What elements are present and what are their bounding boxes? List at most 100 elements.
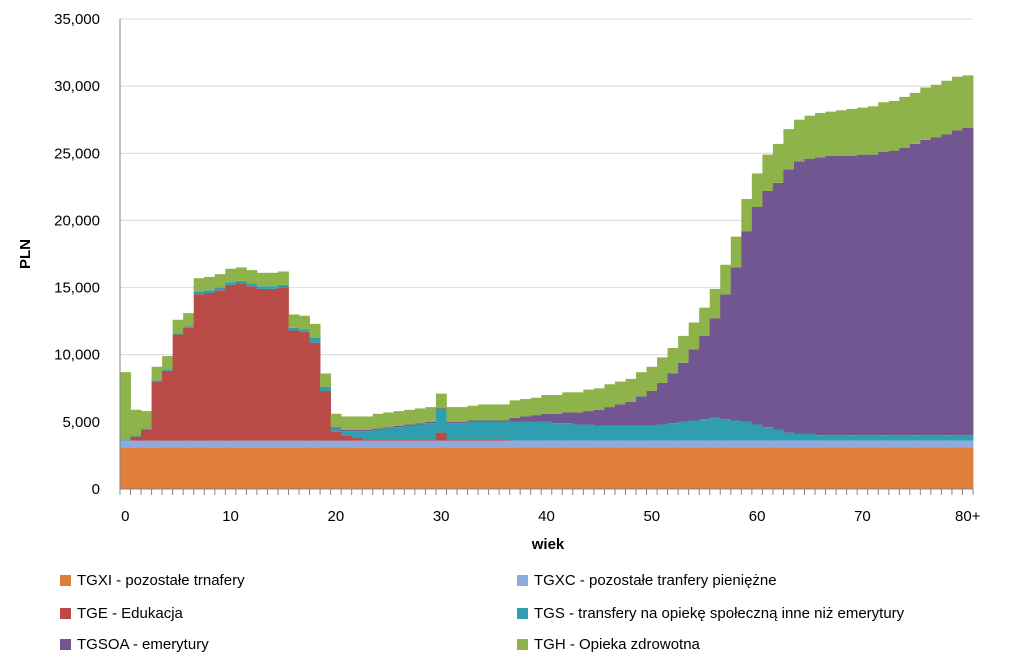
- bar-segment: [699, 440, 711, 448]
- bar-segment: [678, 440, 690, 448]
- bar-segment: [204, 290, 216, 293]
- bar-segment: [120, 439, 131, 441]
- bar-segment: [204, 276, 216, 291]
- legend-swatch: [517, 608, 528, 619]
- bar-segment: [709, 318, 721, 418]
- bar-segment: [235, 267, 247, 281]
- bar-segment: [488, 447, 500, 489]
- bar-segment: [478, 404, 489, 421]
- bar-segment: [520, 416, 532, 422]
- bar-segment: [625, 447, 637, 489]
- bar-segment: [762, 154, 774, 191]
- bar-segment: [235, 440, 247, 448]
- bar-segment: [646, 425, 658, 441]
- bar-segment: [804, 433, 816, 441]
- bar-segment: [678, 447, 690, 489]
- bar-segment: [172, 447, 184, 489]
- bar-segment: [941, 80, 953, 135]
- bar-segment: [362, 447, 374, 489]
- bar-segment: [741, 231, 753, 422]
- bar-segment: [646, 390, 658, 426]
- bar-segment: [362, 440, 374, 448]
- axes: [119, 19, 973, 490]
- bar-segment: [562, 423, 574, 441]
- bar-segment: [425, 407, 437, 422]
- bar-segment: [941, 435, 953, 441]
- bar-segment: [509, 417, 521, 422]
- y-tick-label: 25,000: [54, 145, 100, 162]
- bar-segment: [183, 440, 195, 448]
- bar-segment: [930, 137, 942, 436]
- bar-segment: [151, 366, 163, 381]
- bar-segment: [846, 447, 858, 489]
- bar-segment: [214, 287, 226, 291]
- bar-segment: [836, 435, 848, 441]
- bar-segment: [857, 447, 869, 489]
- bar-segment: [688, 322, 700, 350]
- bar-segment: [351, 447, 363, 489]
- bar-segment: [741, 440, 753, 448]
- bar-segment: [162, 356, 174, 370]
- bar-segment: [183, 447, 195, 489]
- y-tick-label: 15,000: [54, 280, 100, 297]
- bar-segment: [235, 283, 247, 441]
- bar-segment: [414, 424, 426, 440]
- bar-segment: [741, 421, 753, 441]
- bar-segment: [414, 439, 426, 441]
- bar-segment: [509, 447, 521, 489]
- bar-segment: [214, 447, 226, 489]
- bar-segment: [836, 447, 848, 489]
- bar-segment: [446, 421, 458, 424]
- bar-segment: [846, 435, 858, 441]
- bar-segment: [172, 440, 184, 448]
- legend-item: TGXI - pozostałe trnafery: [60, 572, 245, 589]
- bar-segment: [383, 447, 395, 489]
- bar-segment: [183, 313, 195, 327]
- bar-segment: [299, 331, 310, 441]
- bar-segment: [657, 440, 668, 448]
- bar-segment: [593, 388, 605, 410]
- bar-segment: [435, 408, 447, 410]
- bar-segment: [425, 439, 437, 441]
- bar-segment: [456, 421, 468, 424]
- bar-segment: [857, 154, 869, 436]
- bar-segment: [962, 75, 974, 128]
- bar-segment: [372, 447, 384, 489]
- bar-segment: [804, 440, 816, 448]
- bar-segment: [541, 395, 553, 414]
- bar-segment: [256, 286, 268, 289]
- bar-segment: [562, 392, 574, 413]
- bar-segment: [214, 290, 226, 441]
- bar-segment: [277, 287, 289, 441]
- bar-segment: [930, 435, 942, 441]
- bar-segment: [520, 399, 532, 417]
- bar-segment: [793, 119, 805, 162]
- bar-segment: [141, 447, 152, 489]
- legend-label: TGXI - pozostałe trnafery: [77, 572, 245, 589]
- bar-segment: [614, 447, 626, 489]
- bar-segment: [762, 427, 774, 441]
- bar-segment: [751, 424, 763, 441]
- bar-segment: [836, 440, 848, 448]
- bar-segment: [151, 447, 163, 489]
- bar-segment: [488, 420, 500, 422]
- bar-segment: [320, 447, 332, 489]
- bar-segment: [646, 440, 658, 448]
- bar-segment: [404, 425, 416, 440]
- bar-segment: [772, 143, 784, 183]
- bar-segment: [141, 440, 152, 448]
- bar-segment: [446, 439, 458, 441]
- bar-segment: [162, 440, 174, 448]
- y-tick-labels: 0 5,000 10,000 15,000 20,000 25,000 30,000 35,0…: [54, 11, 100, 498]
- bar-segment: [772, 182, 784, 430]
- bar-segment: [604, 384, 616, 408]
- bar-segment: [783, 129, 795, 170]
- bar-segment: [541, 421, 553, 441]
- bar-segment: [172, 333, 184, 335]
- bar-segment: [562, 412, 574, 424]
- bar-segment: [141, 411, 152, 429]
- bar-segment: [320, 373, 332, 387]
- bar-segment: [825, 440, 837, 448]
- bar-segment: [267, 286, 279, 289]
- bar-segment: [793, 161, 805, 434]
